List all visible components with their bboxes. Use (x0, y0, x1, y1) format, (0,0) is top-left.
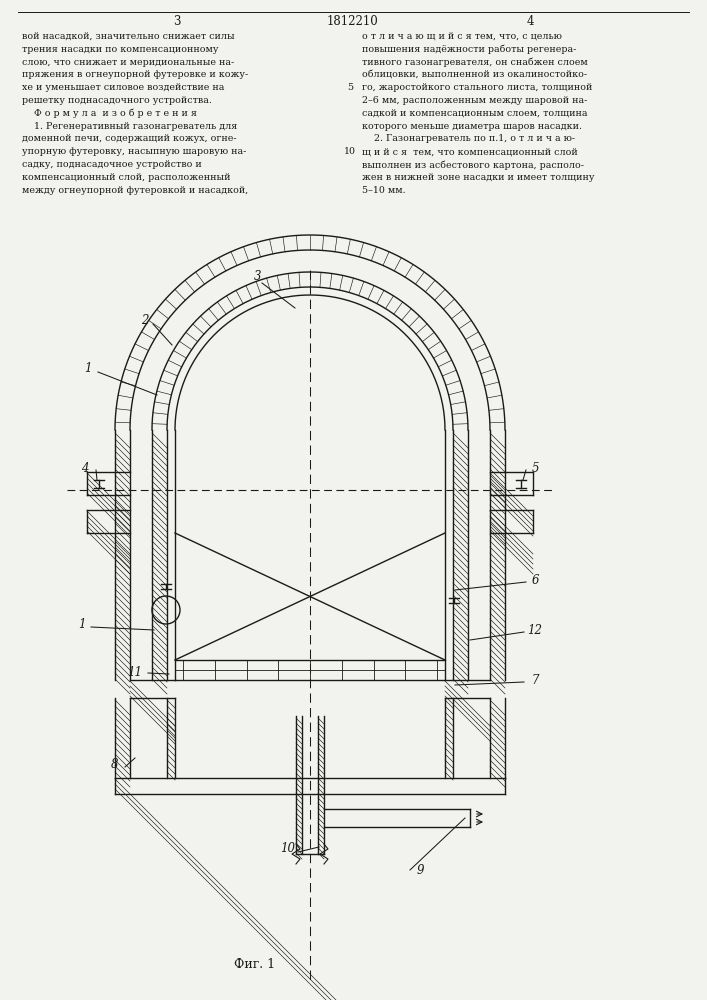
Text: 6: 6 (531, 574, 539, 586)
Text: тивного газонагревателя, он снабжен слоем: тивного газонагревателя, он снабжен слое… (362, 58, 588, 67)
Text: слою, что снижает и меридиональные на-: слою, что снижает и меридиональные на- (22, 58, 234, 67)
Text: хе и уменьшает силовое воздействие на: хе и уменьшает силовое воздействие на (22, 83, 224, 92)
Text: 7: 7 (531, 674, 539, 686)
Text: жен в нижней зоне насадки и имеет толщину: жен в нижней зоне насадки и имеет толщин… (362, 173, 595, 182)
Text: щ и й с я  тем, что компенсационный слой: щ и й с я тем, что компенсационный слой (362, 147, 578, 156)
Text: о т л и ч а ю щ и й с я тем, что, с целью: о т л и ч а ю щ и й с я тем, что, с цель… (362, 32, 562, 41)
Text: 5: 5 (531, 462, 539, 475)
Text: решетку поднасадочного устройства.: решетку поднасадочного устройства. (22, 96, 212, 105)
Text: трения насадки по компенсационному: трения насадки по компенсационному (22, 45, 218, 54)
Text: садку, поднасадочное устройство и: садку, поднасадочное устройство и (22, 160, 201, 169)
Text: 5: 5 (347, 83, 353, 92)
Text: 10: 10 (344, 147, 356, 156)
Text: 1: 1 (78, 618, 86, 632)
Text: 2. Газонагреватель по п.1, о т л и ч а ю-: 2. Газонагреватель по п.1, о т л и ч а ю… (362, 134, 575, 143)
Text: 3: 3 (255, 269, 262, 282)
Text: повышения надёжности работы регенера-: повышения надёжности работы регенера- (362, 45, 576, 54)
Text: 2–6 мм, расположенным между шаровой на-: 2–6 мм, расположенным между шаровой на- (362, 96, 588, 105)
Text: 8: 8 (111, 758, 119, 772)
Text: 12: 12 (527, 624, 542, 637)
Text: 1812210: 1812210 (327, 15, 379, 28)
Text: Ф о р м у л а  и з о б р е т е н и я: Ф о р м у л а и з о б р е т е н и я (22, 109, 197, 118)
Text: облицовки, выполненной из окалиностойко-: облицовки, выполненной из окалиностойко- (362, 70, 587, 79)
Text: 4: 4 (526, 15, 534, 28)
Text: выполнен из асбестового картона, располо-: выполнен из асбестового картона, располо… (362, 160, 584, 169)
Text: 3: 3 (173, 15, 181, 28)
Text: 4: 4 (81, 462, 89, 475)
Text: садкой и компенсационным слоем, толщина: садкой и компенсационным слоем, толщина (362, 109, 588, 118)
Text: между огнеупорной футеровкой и насадкой,: между огнеупорной футеровкой и насадкой, (22, 186, 248, 195)
Text: 1. Регенеративный газонагреватель для: 1. Регенеративный газонагреватель для (22, 122, 238, 131)
Text: которого меньше диаметра шаров насадки.: которого меньше диаметра шаров насадки. (362, 122, 582, 131)
Text: 2: 2 (141, 314, 148, 326)
Text: 11: 11 (127, 666, 143, 678)
Text: 5–10 мм.: 5–10 мм. (362, 186, 406, 195)
Text: 10: 10 (281, 842, 296, 854)
Text: го, жаростойкого стального листа, толщиной: го, жаростойкого стального листа, толщин… (362, 83, 592, 92)
Text: Фиг. 1: Фиг. 1 (235, 958, 276, 972)
Text: упорную футеровку, насыпную шаровую на-: упорную футеровку, насыпную шаровую на- (22, 147, 246, 156)
Text: компенсационный слой, расположенный: компенсационный слой, расположенный (22, 173, 230, 182)
Text: доменной печи, содержащий кожух, огне-: доменной печи, содержащий кожух, огне- (22, 134, 237, 143)
Text: вой насадкой, значительно снижает силы: вой насадкой, значительно снижает силы (22, 32, 235, 41)
Text: 1: 1 (84, 361, 92, 374)
Text: пряжения в огнеупорной футеровке и кожу-: пряжения в огнеупорной футеровке и кожу- (22, 70, 248, 79)
Text: 9: 9 (416, 863, 423, 876)
